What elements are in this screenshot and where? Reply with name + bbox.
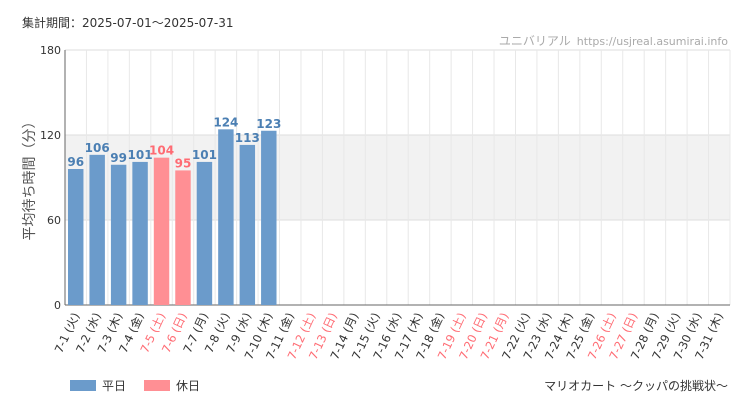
bar xyxy=(175,170,191,305)
bar-value-label: 101 xyxy=(128,148,153,162)
bar xyxy=(196,161,213,305)
bar xyxy=(68,169,84,305)
bar xyxy=(239,144,256,305)
bar-value-label: 104 xyxy=(149,144,174,158)
site-url: https://usjreal.asumirai.info xyxy=(576,35,728,48)
bar xyxy=(261,130,277,305)
legend-item-weekday: 平日 xyxy=(70,377,126,394)
bar xyxy=(153,157,170,305)
source-credit: ユニバリアル https://usjreal.asumirai.info xyxy=(499,32,728,49)
legend-holiday-label: 休日 xyxy=(176,379,201,393)
y-axis-title: 平均待ち時間（分） xyxy=(22,115,38,241)
y-tick-label: 180 xyxy=(40,44,61,57)
site-name: ユニバリアル xyxy=(498,34,571,48)
legend-item-holiday: 休日 xyxy=(144,377,200,394)
y-tick-label: 0 xyxy=(54,299,61,312)
bar xyxy=(218,129,234,305)
bar-value-label: 124 xyxy=(213,115,238,129)
bar-value-label: 106 xyxy=(85,141,110,155)
bar-value-label: 101 xyxy=(192,148,217,162)
attraction-name: マリオカート 〜クッパの挑戦状〜 xyxy=(544,379,728,393)
legend-weekday-label: 平日 xyxy=(102,379,127,393)
bar-value-label: 99 xyxy=(110,151,127,165)
bar-value-label: 95 xyxy=(175,156,192,170)
period-label: 集計期間：2025-07-01～2025-07-31 xyxy=(22,16,234,30)
bar-value-label: 123 xyxy=(256,117,281,131)
weekday-swatch xyxy=(70,380,96,391)
bar xyxy=(132,161,148,305)
y-tick-label: 120 xyxy=(40,129,61,142)
bar xyxy=(110,164,127,305)
bar xyxy=(89,154,105,305)
holiday-swatch xyxy=(144,380,171,391)
legend: 平日 休日 xyxy=(70,377,218,394)
y-tick-label: 60 xyxy=(47,214,61,227)
bar-value-label: 113 xyxy=(235,131,260,145)
bar-value-label: 96 xyxy=(67,155,84,169)
